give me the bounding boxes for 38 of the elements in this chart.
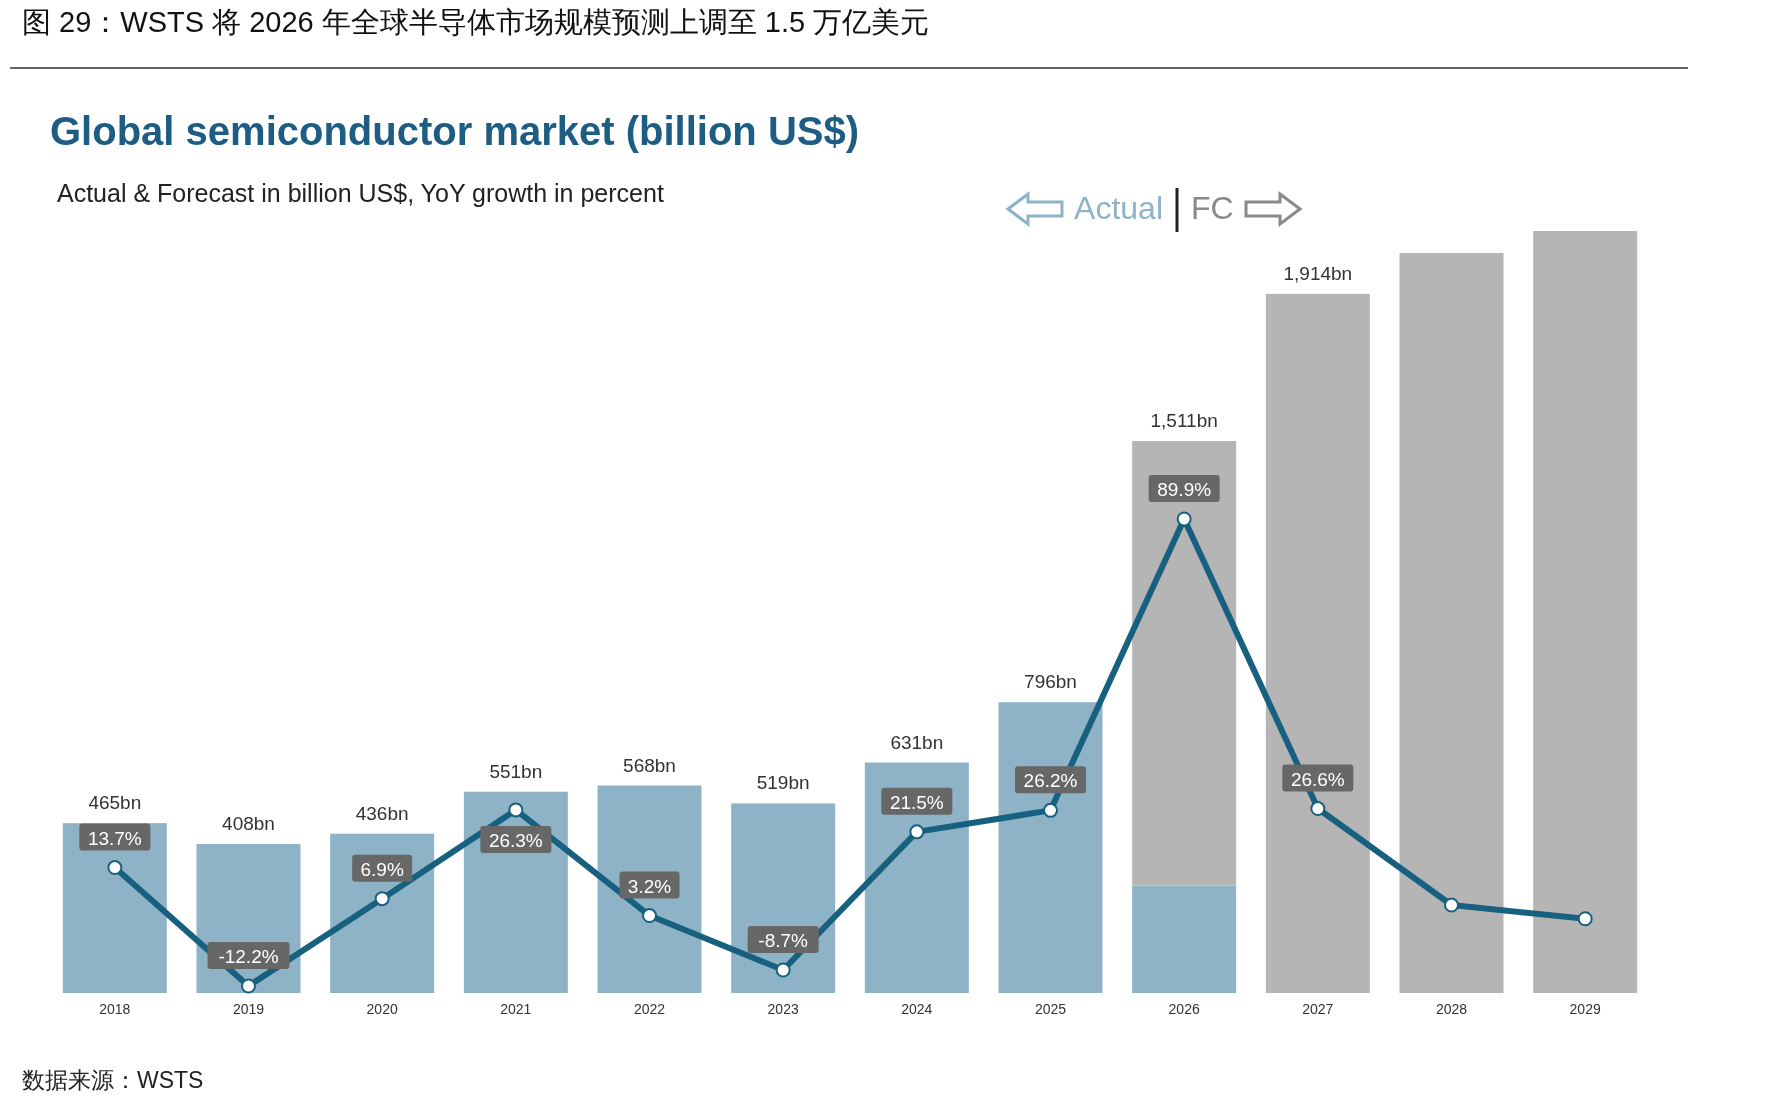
data-label: 26.2% (1023, 770, 1078, 792)
data-label: 631bn (890, 731, 944, 753)
chart-subtitle: Actual & Forecast in billion US$, YoY growth in percent (57, 179, 664, 207)
chart-title: Global semiconductor market (billion US$) (50, 109, 860, 153)
text: FC (1191, 190, 1234, 226)
x-tick-label: 2020 (366, 1001, 398, 1017)
data-label: 13.7% (87, 827, 142, 849)
data-label: -12.2% (218, 946, 279, 967)
x-tick-label: 2021 (500, 1001, 532, 1017)
data-label: 465bn (88, 792, 142, 814)
data-label: 89.9% (1157, 479, 1212, 500)
text: Actual (1074, 190, 1163, 226)
data-label: 551bn (489, 760, 543, 782)
data-label: 436bn (355, 802, 409, 824)
data-label: 26.6% (1290, 768, 1345, 790)
data-label: 796bn (1024, 671, 1077, 693)
x-tick-label: 2022 (633, 1001, 666, 1017)
data-label: 1,914bn (1283, 262, 1353, 284)
data-label: 21.5% (889, 791, 944, 813)
data-label: 6.9% (360, 858, 404, 880)
data-label: -8.7% (758, 929, 809, 951)
data-label: 568bn (623, 754, 676, 776)
x-tick-label: 2027 (1302, 1001, 1334, 1017)
x-tick-label: 2026 (1168, 1001, 1200, 1017)
data-label: 408bn (222, 812, 275, 834)
source-note: 数据来源：WSTS (22, 1067, 204, 1093)
x-tick-label: 2023 (767, 1001, 799, 1017)
x-tick-label: 2025 (1034, 1001, 1067, 1017)
caption: 图 29：WSTS 将 2026 年全球半导体市场规模预测上调至 1.5 万亿美元 (22, 6, 930, 38)
x-tick-label: 2028 (1435, 1001, 1468, 1017)
data-label: 519bn (756, 772, 810, 794)
x-tick-label: 2024 (901, 1001, 933, 1017)
x-tick-label: 2019 (232, 1001, 265, 1017)
data-label: 26.3% (488, 829, 543, 851)
data-label: 3.2% (627, 875, 672, 897)
total-label: 1,511bn (1150, 410, 1218, 432)
x-tick-label: 2018 (99, 1001, 131, 1017)
x-tick-label: 2029 (1569, 1001, 1601, 1017)
